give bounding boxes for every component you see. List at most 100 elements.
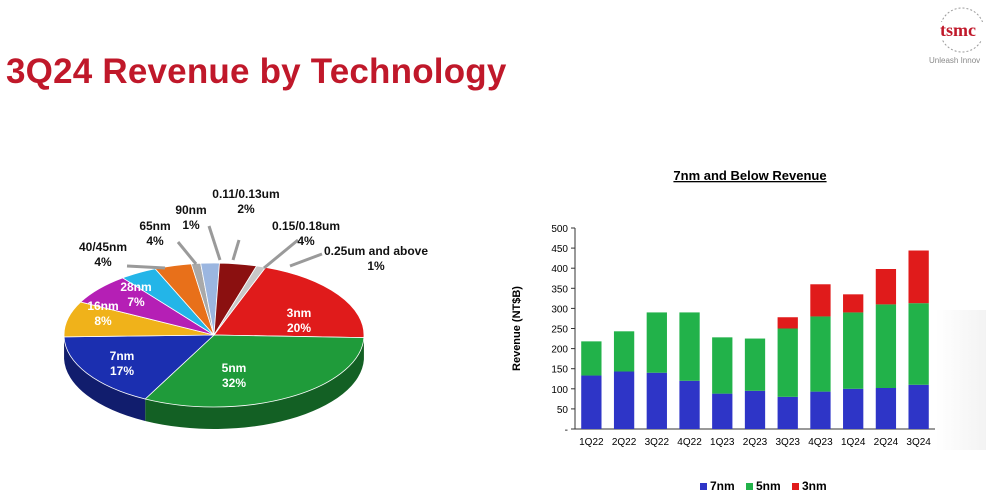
pie-pct-40/45nm: 4% [94,255,112,269]
bar-chart: 7nm and Below Revenue Revenue (NT$B) 1Q2… [511,168,935,493]
pie-label-16nm: 16nm [87,299,118,313]
pie-label-7nm: 7nm [110,349,135,363]
y-tick-label: 300 [551,304,568,315]
bar-3nm-2Q24 [875,269,897,305]
pie-sides [64,335,364,429]
logo-tagline: Unleash Innov [929,56,981,65]
bar-5nm-2Q24 [875,304,897,388]
x-tick-label: 2Q24 [874,437,899,448]
bar-7nm-4Q23 [810,391,831,429]
bar-7nm-2Q22 [613,371,635,429]
y-tick-label: 500 [551,224,568,235]
pie-leader-lines [126,225,323,270]
y-axis-label: Revenue (NT$B) [511,286,523,371]
bar-3nm-3Q24 [908,250,929,304]
y-tick-label: 400 [551,264,568,275]
x-tick-label: 1Q24 [841,437,866,448]
x-tick-label: 3Q22 [645,437,670,448]
bar-5nm-1Q23 [712,337,733,394]
bar-3nm-1Q24 [843,294,864,313]
tsmc-logo: tsmc Unleash Innov [926,4,986,74]
pie-label-90nm: 90nm [175,203,206,217]
bar-7nm-1Q23 [712,393,733,429]
bar-3nm-4Q23 [810,284,831,317]
bar-legend: 7nm 5nm 3nm [700,479,827,493]
bar-5nm-1Q22 [581,341,602,376]
bar-5nm-4Q22 [679,312,700,381]
bar-7nm-2Q24 [875,387,897,429]
x-tick-label: 1Q22 [579,437,604,448]
legend-swatch-7nm [700,483,707,490]
svg-text:tsmc: tsmc [940,20,976,40]
bar-7nm-1Q24 [843,388,864,429]
pie-pct-0.25um and above: 1% [367,259,385,273]
legend-swatch-5nm [746,483,753,490]
pie-label-40/45nm: 40/45nm [79,240,127,254]
legend-label-7nm: 7nm [710,479,735,493]
bar-5nm-4Q23 [810,316,831,392]
pie-label-0.11/0.13um: 0.11/0.13um [212,187,279,201]
pie-label-5nm: 5nm [222,361,247,375]
pie-pct-3nm: 20% [287,321,311,335]
x-tick-label: 3Q24 [906,437,931,448]
bar-5nm-3Q24 [908,303,929,385]
bar-5nm-2Q23 [744,338,766,391]
pie-pct-65nm: 4% [146,234,164,248]
x-tick-label: 4Q23 [808,437,833,448]
y-tick-label: 200 [551,345,568,356]
legend-swatch-3nm [792,483,799,490]
leader-line-40/45nm [126,264,166,270]
pie-label-3nm: 3nm [287,306,312,320]
pie-slice-3nm [213,266,365,339]
bar-7nm-3Q24 [908,384,929,429]
pie-slice-5nm [144,334,365,408]
x-tick-labels: 1Q22 2Q22 3Q22 4Q22 1Q23 2Q23 3Q23 4Q23 1Q24 2Q24… [579,437,931,448]
leader-line-0.25um and above [289,252,323,268]
leader-line-65nm [176,241,198,265]
pie-label-0.25um and above: 0.25um and above [324,244,428,258]
bar-7nm-1Q22 [581,375,602,429]
background-panel [936,310,986,450]
bar-7nm-2Q23 [744,390,766,429]
x-tick-label: 3Q23 [775,437,800,448]
leader-line-0.15/0.18um [263,238,299,270]
leader-line-90nm [207,225,222,261]
legend-label-5nm: 5nm [756,479,781,493]
pie-chart: 3nm20%5nm32%7nm17%16nm8%28nm7%40/45nm4%6… [63,187,428,429]
bar-7nm-4Q22 [679,380,700,429]
bar-5nm-3Q23 [777,328,798,397]
bar-5nm-2Q22 [613,331,635,372]
pie-pct-5nm: 32% [222,376,246,390]
pie-pct-16nm: 8% [94,314,112,328]
y-tick-label: 100 [551,385,568,396]
y-tick-label: 450 [551,244,568,255]
legend-label-3nm: 3nm [802,479,827,493]
bar-3nm-3Q23 [777,317,798,329]
pie-side-5nm [145,337,364,429]
pie-slice-7nm [63,334,216,400]
x-tick-label: 1Q23 [710,437,735,448]
y-tick-label: 50 [557,405,569,416]
pie-label-28nm: 28nm [120,280,151,294]
x-tick-label: 4Q22 [677,437,702,448]
pie-label-0.15/0.18um: 0.15/0.18um [272,219,340,233]
bar-5nm-3Q22 [646,312,667,373]
page-title: 3Q24 Revenue by Technology [6,52,507,91]
pie-pct-7nm: 17% [110,364,134,378]
leader-line-0.11/0.13um [231,239,241,261]
x-tick-label: 2Q22 [612,437,637,448]
pie-labels: 3nm20%5nm32%7nm17%16nm8%28nm7%40/45nm4%6… [79,187,428,390]
bar-bars [581,250,929,429]
pie-pct-0.15/0.18um: 4% [297,234,315,248]
bar-7nm-3Q22 [646,372,667,429]
pie-side-7nm [64,336,146,421]
y-tick-label: - [565,425,568,436]
bar-5nm-1Q24 [843,312,864,389]
pie-pct-28nm: 7% [127,295,145,309]
pie-pct-90nm: 1% [182,218,200,232]
y-tick-label: 150 [551,365,568,376]
bar-7nm-3Q23 [777,396,798,429]
bar-chart-title: 7nm and Below Revenue [673,168,826,183]
y-tick-labels: - 50 100 150 200 250 300 350 400 450 500 [551,224,568,436]
pie-label-65nm: 65nm [139,219,170,233]
